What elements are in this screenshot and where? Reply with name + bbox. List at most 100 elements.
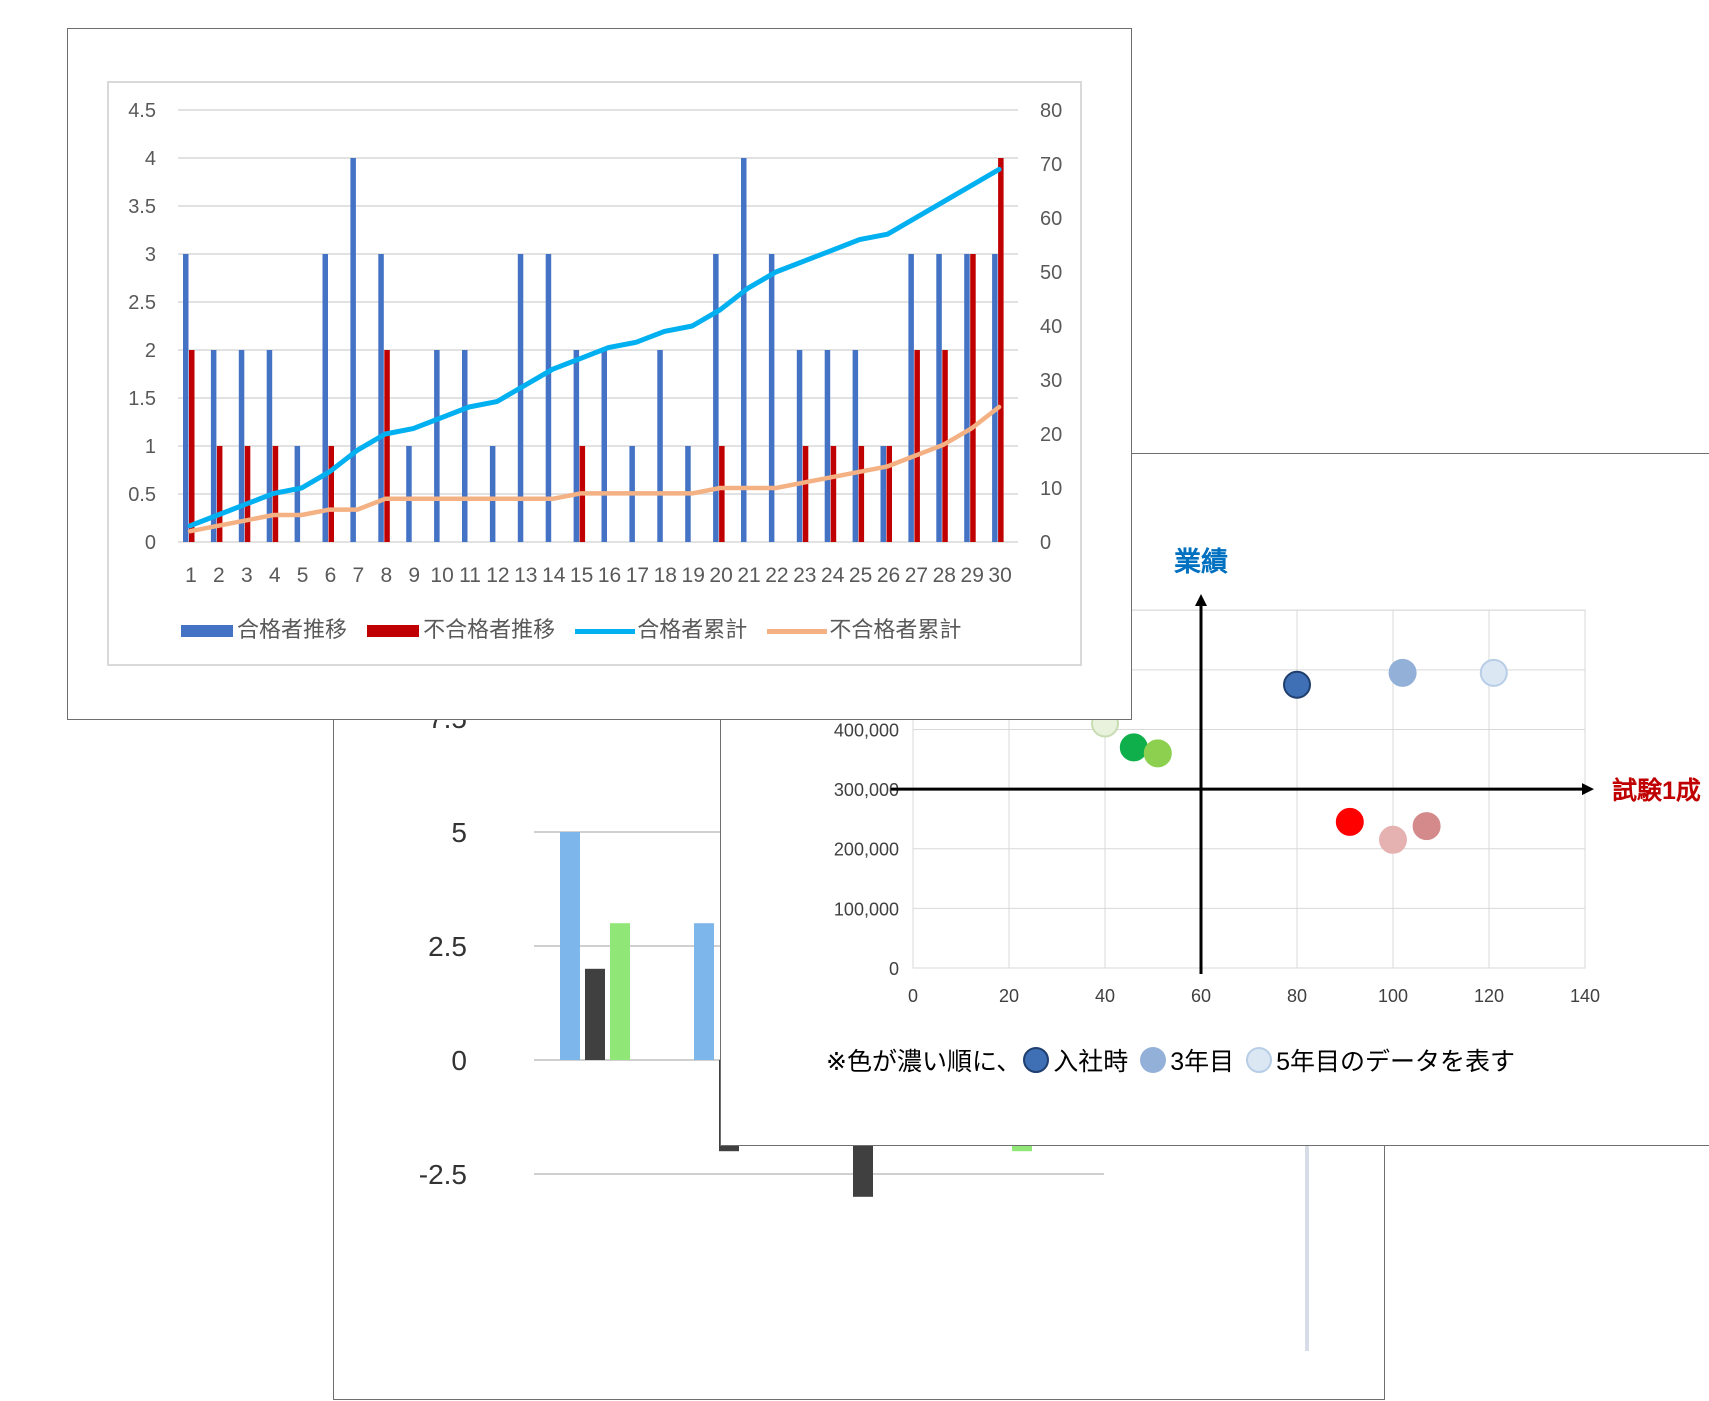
legend-swatch-pass-cumulative (575, 628, 636, 634)
bar-fail (998, 158, 1004, 542)
bar-pass (992, 254, 998, 542)
bar-pass (796, 350, 803, 542)
bar-pass (406, 446, 412, 542)
x-tick-label: 29 (961, 564, 984, 587)
x-tick-label: 19 (682, 564, 705, 587)
x-tick-label: 80 (1287, 986, 1307, 1006)
x-axis-title: 試験1成 (1612, 776, 1701, 805)
bar-pass (378, 254, 384, 542)
y-tick-label: 2.5 (428, 931, 467, 962)
x-tick-label: 100 (1378, 986, 1408, 1006)
x-tick-label: 1 (185, 564, 197, 587)
x-tick-label: 120 (1474, 986, 1504, 1006)
y-tick-label: 400,000 (834, 720, 899, 740)
legend-swatch-fail-cumulative (767, 628, 828, 634)
legend-label-pass-trend: 合格者推移 (237, 617, 348, 642)
bar-fail (970, 254, 976, 542)
bar (560, 832, 580, 1060)
bar-pass (266, 350, 273, 542)
y-right-tick-label: 20 (1040, 424, 1062, 446)
scatter-note-item1: 入社時 (1053, 1048, 1129, 1076)
legend-label-fail-cumulative: 不合格者累計 (829, 617, 962, 642)
bar-pass (238, 350, 245, 542)
bar (610, 923, 630, 1060)
bar-fail (830, 446, 837, 542)
bar-fail (384, 350, 390, 542)
y-right-tick-label: 80 (1040, 100, 1062, 122)
bar-pass (880, 446, 886, 542)
scatter-note-item2: 3年目 (1170, 1048, 1235, 1076)
legend-label-fail-trend: 不合格者推移 (423, 617, 556, 642)
scatter-point (1119, 733, 1148, 762)
bar (694, 923, 714, 1060)
x-tick-label: 40 (1095, 986, 1115, 1006)
y-left-tick-label: 2 (145, 340, 156, 362)
x-tick-label: 2 (213, 564, 225, 587)
x-tick-label: 10 (430, 564, 453, 587)
x-tick-label: 6 (325, 564, 337, 587)
bar-fail (886, 446, 892, 542)
x-tick-label: 21 (737, 564, 760, 587)
y-right-tick-label: 50 (1040, 262, 1062, 284)
y-left-tick-label: 3.5 (128, 196, 156, 218)
scatter-point (1388, 658, 1417, 687)
y-axis-title: 業績 (1174, 546, 1228, 577)
x-tick-label: 60 (1191, 986, 1211, 1006)
x-tick-label: 5 (297, 564, 309, 587)
y-left-tick-label: 1.5 (128, 388, 156, 410)
legend-item-fail-trend: 不合格者推移 (367, 612, 555, 644)
x-tick-label: 13 (514, 564, 537, 587)
legend-swatch-fail-trend (367, 625, 420, 638)
y-left-tick-label: 4.5 (128, 100, 156, 122)
y-tick-label: -2.5 (419, 1159, 467, 1190)
bar-fail (858, 446, 865, 542)
scatter-chart: 0 20 40 60 80 100 120 140 0 100,000 200,000 300,000… (834, 546, 1701, 1006)
y-left-tick-label: 3 (145, 244, 156, 266)
x-tick-label: 27 (905, 564, 928, 587)
bar-pass (908, 254, 914, 542)
bar-pass (545, 254, 552, 542)
x-tick-label: 11 (459, 564, 481, 587)
bar-pass (768, 254, 775, 542)
bar-fail (328, 446, 334, 542)
bar-pass (713, 254, 719, 542)
y-left-tick-label: 2.5 (128, 292, 156, 314)
combo-chart-frame (107, 81, 1082, 666)
note-dot-light (1246, 1047, 1273, 1073)
x-tick-label: 16 (598, 564, 621, 587)
bar-pass (183, 254, 189, 542)
x-tick-label: 26 (877, 564, 900, 587)
y-left-tick-label: 0 (145, 532, 156, 554)
bar-pass (657, 350, 663, 542)
bar-pass (852, 350, 859, 542)
x-tick-label: 140 (1570, 986, 1600, 1006)
bar-fail (719, 446, 725, 542)
bar-pass (462, 350, 468, 542)
scatter-note: ※色が濃い順に、 入社時 3年目 5年目のデータを表す (826, 1042, 1515, 1078)
scatter-point (1335, 807, 1364, 836)
bar-fail (244, 446, 251, 542)
bar-fail (189, 350, 195, 542)
x-tick-label: 0 (908, 986, 918, 1006)
bar-pass (322, 254, 328, 542)
bar-pass (573, 350, 580, 542)
bar-pass (294, 446, 301, 542)
bar-pass (741, 158, 747, 542)
legend-swatch-pass-trend (181, 625, 233, 638)
scatter-point (1412, 812, 1441, 841)
legend-item-pass-trend: 合格者推移 (181, 612, 347, 644)
x-tick-label: 12 (486, 564, 509, 587)
x-tick-label: 20 (999, 986, 1019, 1006)
y-tick-label: 100,000 (834, 899, 899, 919)
bar-pass (434, 350, 440, 542)
x-tick-label: 7 (353, 564, 365, 587)
y-tick-label: 300,000 (834, 780, 899, 800)
y-right-tick-label: 10 (1040, 478, 1062, 500)
scatter-point (1379, 825, 1407, 854)
scatter-point (1143, 739, 1172, 768)
bar-pass (517, 254, 524, 542)
scatter-note-prefix: ※色が濃い順に、 (826, 1048, 1022, 1076)
scatter-point (1479, 658, 1508, 687)
y-left-tick-label: 0.5 (128, 484, 156, 506)
